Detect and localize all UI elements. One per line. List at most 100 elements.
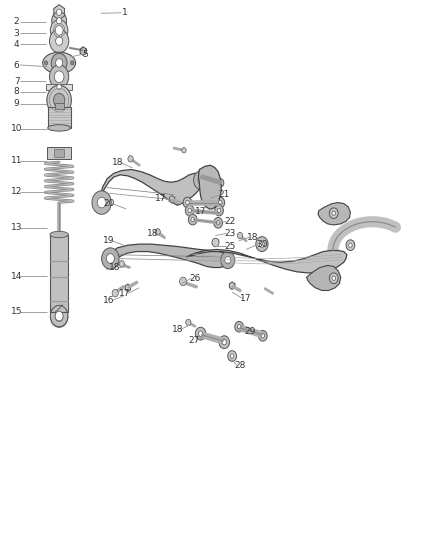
Circle shape <box>102 248 119 269</box>
Circle shape <box>57 18 62 24</box>
Text: 30: 30 <box>256 240 268 248</box>
Circle shape <box>219 181 222 184</box>
Circle shape <box>183 197 192 208</box>
Circle shape <box>222 340 226 345</box>
Circle shape <box>49 65 69 88</box>
Text: 18: 18 <box>172 325 183 334</box>
Circle shape <box>261 334 265 338</box>
Circle shape <box>195 327 206 340</box>
Circle shape <box>198 176 205 184</box>
Circle shape <box>92 191 111 214</box>
Circle shape <box>56 59 63 67</box>
Circle shape <box>57 9 62 15</box>
Polygon shape <box>186 249 347 273</box>
Text: 17: 17 <box>195 207 206 216</box>
Text: 10: 10 <box>11 125 22 133</box>
Circle shape <box>221 252 235 269</box>
Circle shape <box>50 306 68 327</box>
Circle shape <box>225 256 231 264</box>
Text: 15: 15 <box>11 308 22 316</box>
Circle shape <box>237 325 241 329</box>
Text: 16: 16 <box>103 296 114 305</box>
Circle shape <box>185 205 194 216</box>
Circle shape <box>329 208 338 219</box>
Circle shape <box>128 156 133 162</box>
Text: 18: 18 <box>112 158 123 167</box>
Text: 8: 8 <box>14 87 20 96</box>
Polygon shape <box>96 169 204 209</box>
Text: 9: 9 <box>14 100 20 108</box>
Text: 2: 2 <box>14 18 19 26</box>
Text: 4: 4 <box>14 40 19 49</box>
Polygon shape <box>198 165 221 209</box>
Circle shape <box>155 229 160 235</box>
Circle shape <box>52 12 67 30</box>
Circle shape <box>180 277 187 286</box>
Text: 17: 17 <box>119 289 131 297</box>
Circle shape <box>332 276 336 280</box>
Circle shape <box>230 354 234 358</box>
Bar <box>55 103 64 109</box>
Ellipse shape <box>50 231 68 238</box>
Polygon shape <box>125 284 131 292</box>
Bar <box>47 147 71 159</box>
Circle shape <box>188 208 191 213</box>
Circle shape <box>49 29 69 53</box>
Circle shape <box>71 61 74 65</box>
Polygon shape <box>80 47 86 55</box>
Text: 27: 27 <box>188 336 199 344</box>
Circle shape <box>112 289 118 297</box>
Bar <box>50 235 68 312</box>
Circle shape <box>57 84 61 90</box>
Text: 12: 12 <box>11 188 22 196</box>
Ellipse shape <box>42 52 76 74</box>
Circle shape <box>217 179 224 187</box>
Circle shape <box>219 336 230 349</box>
Text: 3: 3 <box>14 29 20 37</box>
Circle shape <box>219 200 222 205</box>
Circle shape <box>228 351 237 361</box>
Text: 6: 6 <box>14 61 20 69</box>
Circle shape <box>55 312 63 321</box>
Circle shape <box>212 238 219 247</box>
Circle shape <box>51 53 67 72</box>
Text: 14: 14 <box>11 272 22 280</box>
Text: 20: 20 <box>103 199 114 208</box>
Circle shape <box>237 232 243 239</box>
Circle shape <box>349 243 352 247</box>
Circle shape <box>332 211 336 215</box>
Text: 7: 7 <box>14 77 20 85</box>
Circle shape <box>346 240 355 251</box>
Text: 21: 21 <box>219 190 230 199</box>
Circle shape <box>119 261 124 267</box>
Circle shape <box>56 37 63 45</box>
Circle shape <box>198 331 203 336</box>
Text: 29: 29 <box>245 327 256 336</box>
Circle shape <box>259 241 265 247</box>
Circle shape <box>55 311 63 321</box>
Circle shape <box>194 171 209 190</box>
Text: 23: 23 <box>224 229 236 238</box>
Text: 19: 19 <box>103 237 114 245</box>
Circle shape <box>215 205 223 216</box>
Text: 18: 18 <box>109 263 120 272</box>
Text: 28: 28 <box>234 361 246 369</box>
Circle shape <box>214 217 223 228</box>
Circle shape <box>329 273 338 284</box>
Circle shape <box>235 321 244 332</box>
Circle shape <box>216 197 225 208</box>
Text: 18: 18 <box>147 229 158 238</box>
Circle shape <box>191 217 194 222</box>
Circle shape <box>55 26 63 35</box>
Text: 18: 18 <box>247 233 259 241</box>
Text: 17: 17 <box>155 194 166 203</box>
Circle shape <box>54 71 64 83</box>
Bar <box>48 107 71 128</box>
Polygon shape <box>318 203 350 225</box>
Polygon shape <box>106 244 231 269</box>
Text: 26: 26 <box>189 274 201 282</box>
Circle shape <box>188 214 197 225</box>
Ellipse shape <box>48 125 71 131</box>
Text: 1: 1 <box>122 9 128 17</box>
Polygon shape <box>54 5 64 20</box>
